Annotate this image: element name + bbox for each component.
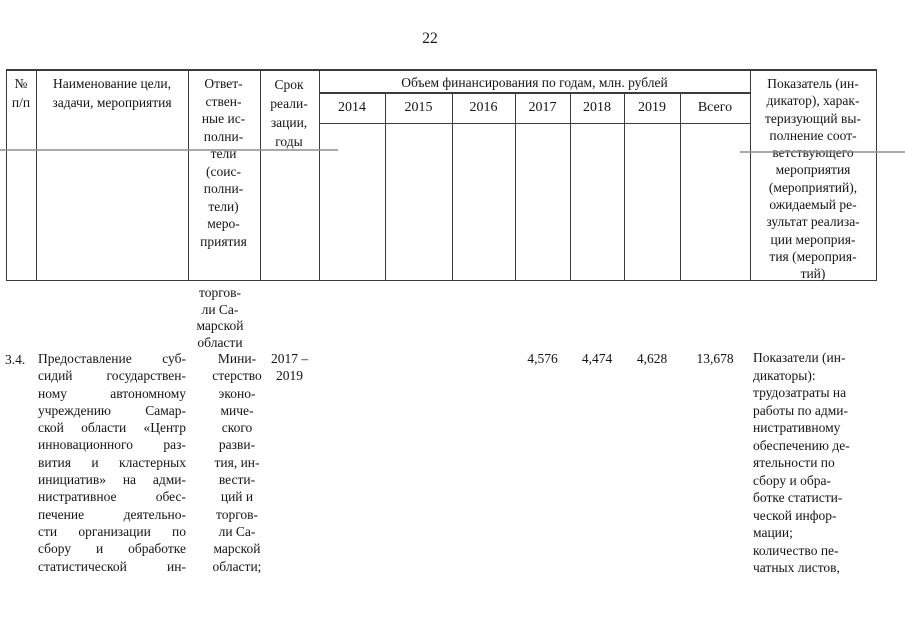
table-grid-line bbox=[875, 69, 878, 281]
table-grid-line bbox=[514, 92, 517, 281]
row-term-cell: 2017 – 2019 bbox=[270, 351, 309, 384]
table-grid-line bbox=[318, 122, 751, 125]
table-grid-line bbox=[384, 92, 387, 281]
table-grid-line bbox=[5, 69, 8, 281]
header-col-name: Наименование цели, задачи, мероприятия bbox=[52, 76, 172, 110]
page-number: 22 bbox=[422, 30, 438, 47]
row-executor-cell: Мини- стерство эконо- миче- ского разви-… bbox=[212, 351, 262, 574]
header-year-2018: 2018 bbox=[583, 100, 611, 115]
table-grid-line bbox=[749, 69, 752, 281]
row-name-cell: Предоставление суб- сидий государствен- … bbox=[38, 351, 186, 574]
table-grid-line bbox=[451, 92, 454, 281]
row-number-cell: 3.4. bbox=[5, 352, 26, 367]
header-year-2015: 2015 bbox=[404, 100, 433, 115]
header-col-number: № п/п bbox=[11, 76, 31, 110]
table-grid-line bbox=[35, 69, 38, 281]
continuation-executor-cell: торгов- ли Са- марской области bbox=[196, 285, 244, 351]
table-grid-line bbox=[187, 69, 190, 281]
header-year-2017: 2017 bbox=[528, 100, 557, 115]
table-grid-line bbox=[318, 69, 321, 281]
header-financing-title: Объем финансирования по годам, млн. рубл… bbox=[401, 75, 668, 90]
header-year-2019: 2019 bbox=[638, 100, 666, 115]
scan-artifact-line bbox=[0, 149, 338, 151]
row-value-total: 13,678 bbox=[696, 351, 734, 366]
header-col-indicator: Показатель (ин- дикатор), харак- теризую… bbox=[765, 76, 861, 282]
table-grid-line bbox=[5, 279, 877, 282]
row-value-2018: 4,474 bbox=[581, 351, 613, 366]
header-col-executors: Ответ- ствен- ные ис- полни- тели (соис-… bbox=[200, 76, 247, 249]
header-year-2014: 2014 bbox=[338, 100, 366, 115]
table-grid-line bbox=[259, 69, 262, 281]
table-grid-line bbox=[5, 69, 877, 71]
row-value-2017: 4,576 bbox=[527, 351, 558, 366]
table-grid-line bbox=[679, 92, 682, 281]
row-indicator-cell: Показатели (ин- дикаторы): трудозатраты … bbox=[753, 350, 850, 575]
header-year-2016: 2016 bbox=[469, 100, 498, 115]
scan-artifact-line bbox=[740, 151, 905, 153]
table-grid-line bbox=[318, 92, 751, 94]
header-year-total: Всего bbox=[697, 100, 733, 115]
row-value-2019: 4,628 bbox=[636, 351, 668, 366]
table-grid-line bbox=[569, 92, 572, 281]
table-grid-line bbox=[623, 92, 626, 281]
header-col-term: Срок реали- зации, годы bbox=[270, 77, 308, 149]
